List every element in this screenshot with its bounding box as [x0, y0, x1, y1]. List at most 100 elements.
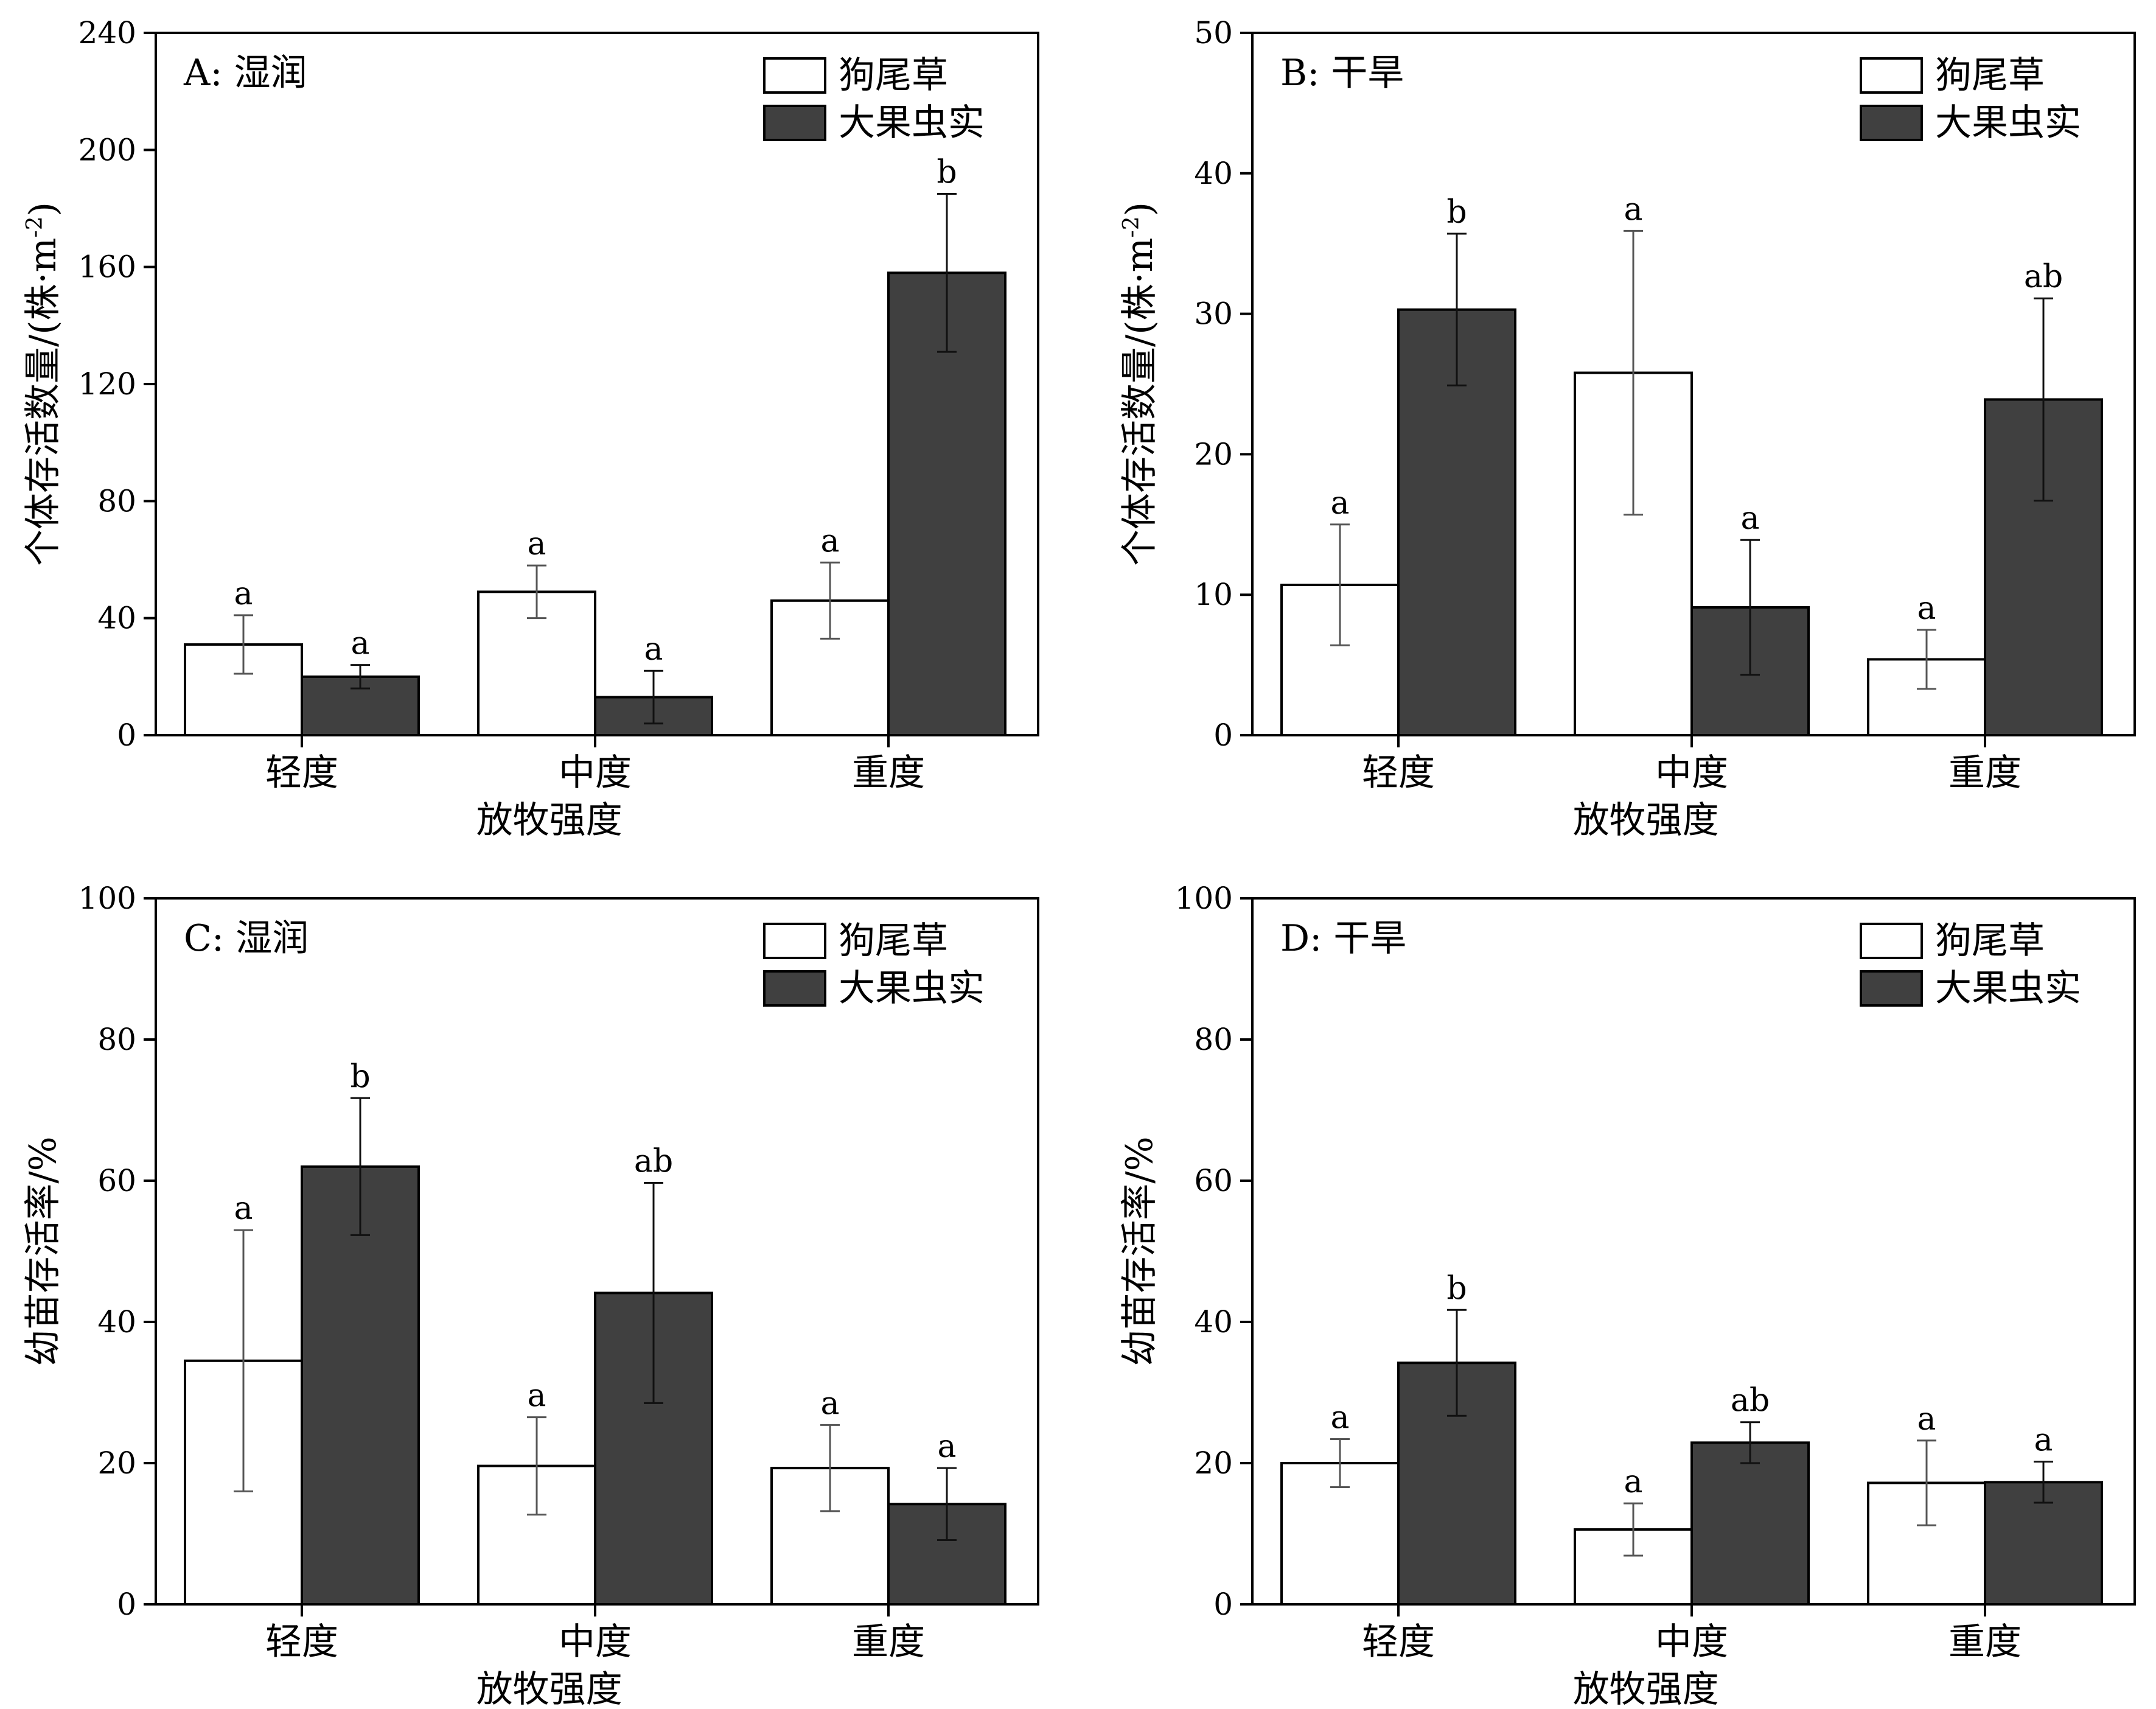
- panel-label: C: 湿润: [184, 917, 309, 960]
- legend-label: 大果虫实: [1935, 967, 2081, 1010]
- x-axis-title: 放牧强度: [476, 799, 623, 842]
- significance-letter: a: [1917, 590, 1936, 627]
- y-axis-title: 个体存活数量/(株·m-2): [22, 202, 65, 566]
- significance-letter: a: [937, 1428, 956, 1465]
- y-tick-label: 40: [1194, 156, 1233, 191]
- x-tick-label: 轻度: [1362, 752, 1435, 794]
- significance-letter: ab: [1731, 1383, 1770, 1419]
- y-tick-label: 120: [78, 366, 136, 402]
- x-tick-label: 中度: [1655, 1621, 1728, 1663]
- y-tick-label: 80: [97, 483, 136, 519]
- x-tick-label: 重度: [852, 752, 925, 794]
- y-tick-label: 10: [1194, 577, 1233, 612]
- y-tick-label: 240: [78, 15, 136, 51]
- legend-label: 大果虫实: [839, 102, 985, 144]
- significance-letter: a: [234, 576, 253, 612]
- significance-letter: a: [644, 631, 663, 668]
- y-axis-title-close: ): [1118, 202, 1161, 216]
- x-tick-label: 中度: [1655, 752, 1728, 794]
- y-tick-label: 40: [1194, 1304, 1233, 1340]
- legend-swatch: [1860, 105, 1923, 141]
- bar-series2: [301, 1165, 420, 1606]
- significance-letter: a: [2034, 1422, 2053, 1459]
- legend-swatch: [1860, 57, 1923, 94]
- y-tick-label: 0: [117, 718, 136, 753]
- x-tick-label: 轻度: [1362, 1621, 1435, 1663]
- legend-swatch: [763, 970, 826, 1007]
- y-axis-title-text: 幼苗存活率/%: [1118, 1136, 1161, 1366]
- y-tick-label: 160: [78, 250, 136, 285]
- bar-series2: [887, 1503, 1006, 1606]
- x-tick-label: 中度: [559, 752, 632, 794]
- significance-letter: a: [527, 1378, 546, 1414]
- panel-label: D: 干旱: [1280, 917, 1406, 960]
- significance-letter: a: [1624, 191, 1642, 228]
- y-tick-label: 200: [78, 132, 136, 167]
- x-tick-label: 轻度: [265, 1621, 338, 1663]
- panel-label: B: 干旱: [1280, 52, 1404, 94]
- panel-label: A: 湿润: [183, 52, 307, 94]
- significance-letter: a: [1624, 1464, 1642, 1500]
- y-tick-label: 50: [1194, 15, 1233, 51]
- significance-letter: a: [351, 626, 369, 662]
- significance-letter: b: [937, 154, 957, 190]
- significance-letter: a: [820, 523, 839, 559]
- y-axis-title-text: 幼苗存活率/%: [22, 1136, 65, 1366]
- x-tick-label: 重度: [852, 1621, 925, 1663]
- significance-letter: b: [1446, 1270, 1467, 1307]
- significance-letter: b: [1446, 194, 1467, 231]
- significance-letter: a: [1330, 485, 1349, 522]
- y-tick-label: 100: [78, 881, 136, 916]
- y-axis-title-close: ): [22, 202, 65, 216]
- significance-letter: a: [1740, 500, 1759, 537]
- x-tick-label: 中度: [559, 1621, 632, 1663]
- y-tick-label: 100: [1175, 881, 1233, 916]
- y-axis-title: 幼苗存活率/%: [22, 1136, 65, 1366]
- y-tick-label: 0: [1213, 718, 1233, 753]
- significance-letter: a: [234, 1190, 253, 1227]
- significance-letter: a: [820, 1385, 839, 1422]
- legend-label: 狗尾草: [839, 54, 948, 97]
- y-axis-title-text: 个体存活数量/(株·m: [1118, 237, 1161, 566]
- legend-label: 大果虫实: [839, 967, 985, 1010]
- legend-label: 狗尾草: [1935, 920, 2045, 962]
- y-tick-label: 0: [1213, 1587, 1233, 1622]
- x-tick-label: 轻度: [265, 752, 338, 794]
- y-tick-label: 60: [97, 1163, 136, 1198]
- y-axis-title-superscript: -2: [1119, 216, 1144, 237]
- y-axis-title: 个体存活数量/(株·m-2): [1118, 202, 1161, 566]
- y-tick-label: 40: [97, 1304, 136, 1340]
- y-tick-label: 20: [1194, 1445, 1233, 1481]
- bar-series1: [477, 590, 596, 736]
- legend-swatch: [763, 57, 826, 94]
- y-axis-title: 幼苗存活率/%: [1118, 1136, 1161, 1366]
- y-axis-title-text: 个体存活数量/(株·m: [22, 237, 65, 566]
- significance-letter: a: [1330, 1400, 1349, 1436]
- x-axis-title: 放牧强度: [1573, 799, 1719, 842]
- bar-series1: [1574, 1528, 1693, 1606]
- y-tick-label: 40: [97, 601, 136, 636]
- legend-label: 狗尾草: [839, 920, 948, 962]
- x-axis-title: 放牧强度: [476, 1668, 623, 1709]
- significance-letter: a: [527, 526, 546, 562]
- y-tick-label: 0: [117, 1587, 136, 1622]
- significance-letter: a: [1917, 1401, 1936, 1438]
- y-tick-label: 20: [97, 1445, 136, 1481]
- legend-label: 狗尾草: [1935, 54, 2045, 97]
- bar-series2: [1690, 1441, 1810, 1606]
- legend-swatch: [763, 923, 826, 959]
- x-tick-label: 重度: [1948, 1621, 2022, 1663]
- legend-swatch: [763, 105, 826, 141]
- legend-swatch: [1860, 923, 1923, 959]
- legend-label: 大果虫实: [1935, 102, 2081, 144]
- x-tick-label: 重度: [1948, 752, 2022, 794]
- significance-letter: ab: [2024, 259, 2063, 295]
- x-axis-title: 放牧强度: [1573, 1668, 1719, 1709]
- y-tick-label: 60: [1194, 1163, 1233, 1198]
- y-axis-title-superscript: -2: [23, 216, 47, 237]
